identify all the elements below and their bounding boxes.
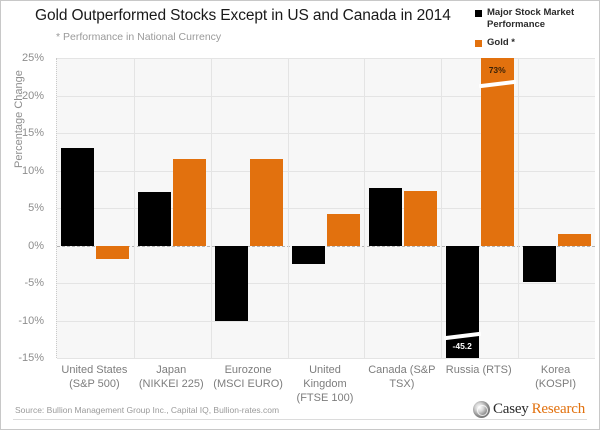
x-axis-category-label: Japan (NIKKEI 225) — [133, 363, 210, 391]
x-axis-category-line: (MSCI EURO) — [213, 378, 283, 390]
y-axis-tick-label: 5% — [28, 202, 44, 214]
bar-stock[interactable] — [522, 245, 556, 282]
bar-stock[interactable] — [368, 187, 402, 246]
x-axis-category-line: Kingdom — [303, 378, 347, 390]
x-axis-category-line: TSX) — [389, 378, 415, 390]
x-axis-category-line: (KOSPI) — [535, 378, 577, 390]
footer-divider — [13, 419, 587, 420]
bar-gold[interactable] — [557, 233, 591, 246]
legend-item-stock: Major Stock Market Performance — [475, 7, 593, 30]
bar-gold[interactable] — [96, 245, 130, 259]
x-axis-category-line: United States — [61, 364, 128, 376]
category-separator — [441, 58, 443, 358]
x-axis-category-line: (NIKKEI 225) — [138, 378, 204, 390]
page-title: Gold Outperformed Stocks Except in US an… — [35, 7, 451, 24]
bar-stock[interactable] — [292, 245, 325, 264]
legend-label-gold: Gold * — [487, 37, 515, 48]
zero-line — [57, 245, 595, 247]
source-note: Source: Bullion Management Group Inc., C… — [15, 405, 280, 415]
x-axis-category-label: Eurozone (MSCI EURO) — [210, 363, 287, 391]
x-axis-category-line: (S&P 500) — [69, 378, 120, 390]
gridline — [57, 283, 595, 284]
gridline — [57, 208, 595, 209]
x-axis-category-line: (FTSE 100) — [296, 392, 354, 404]
casey-logo-mark-icon — [472, 401, 490, 418]
plot-area: Percentage Change 25% 20% 15% 10% 5% 0% -5% -10… — [13, 52, 595, 364]
category-separator — [518, 58, 520, 358]
gridline — [57, 133, 595, 134]
bar-stock[interactable] — [61, 148, 95, 246]
bar-gold[interactable] — [480, 58, 514, 246]
category-separator — [364, 58, 366, 358]
category-separator — [210, 58, 212, 358]
x-axis-category-line: United — [309, 364, 341, 376]
y-axis-tick-label: -10% — [18, 314, 44, 327]
x-axis-category-line: Korea — [540, 364, 571, 376]
x-axis-category-label: Canada (S&P TSX) — [363, 363, 440, 391]
x-axis-category-line: Canada (S&P — [368, 364, 436, 376]
gridline — [57, 95, 595, 97]
x-axis-category-label: United States (S&P 500) — [56, 363, 133, 391]
bar-stock[interactable] — [215, 245, 249, 321]
x-axis-category-line: Eurozone — [224, 364, 272, 376]
bar-gold[interactable] — [173, 158, 207, 246]
gridline — [57, 58, 595, 59]
gridline — [57, 170, 595, 172]
x-axis-category-label: Russia (RTS) — [440, 363, 517, 377]
bar-stock[interactable] — [138, 192, 172, 246]
x-axis-category-label: United Kingdom (FTSE 100) — [287, 363, 364, 405]
logo-text-research: Research — [531, 401, 586, 417]
bar-gold[interactable] — [250, 158, 284, 246]
y-axis-tick-label: -5% — [24, 277, 44, 289]
gridline — [57, 358, 595, 359]
logo-text-casey: Casey — [492, 401, 529, 417]
bar-gold[interactable] — [403, 190, 437, 246]
y-axis-tick-label: 20% — [21, 89, 44, 102]
legend-label-stock: Major Stock Market Performance — [487, 7, 575, 30]
y-axis-tick-label: 25% — [21, 52, 44, 64]
y-axis-tick-label: -15% — [18, 352, 44, 364]
bar-gold[interactable] — [327, 214, 360, 246]
category-separator — [287, 58, 289, 358]
casey-research-logo: Casey Research — [472, 401, 586, 418]
gridline — [57, 320, 595, 322]
category-separator — [133, 58, 135, 358]
legend-swatch-gold-icon — [475, 40, 482, 47]
chart-subtitle: * Performance in National Currency — [56, 31, 222, 43]
x-axis-category-label: Korea (KOSPI) — [517, 363, 594, 391]
chart-legend: Major Stock Market Performance Gold * — [475, 7, 593, 56]
bar-value-label: -45.2 — [452, 341, 472, 351]
x-axis-category-line: Japan — [156, 364, 187, 376]
y-axis-tick-label: 15% — [21, 127, 44, 139]
y-axis-title: Percentage Change — [13, 70, 25, 168]
y-axis-tick-label: 0% — [28, 239, 44, 252]
legend-item-gold: Gold * — [475, 37, 593, 49]
x-axis-category-line: Russia (RTS) — [445, 364, 512, 376]
bar-value-label: 73% — [488, 65, 506, 75]
y-axis-tick-label: 10% — [21, 164, 44, 177]
legend-swatch-stock-icon — [475, 10, 482, 17]
